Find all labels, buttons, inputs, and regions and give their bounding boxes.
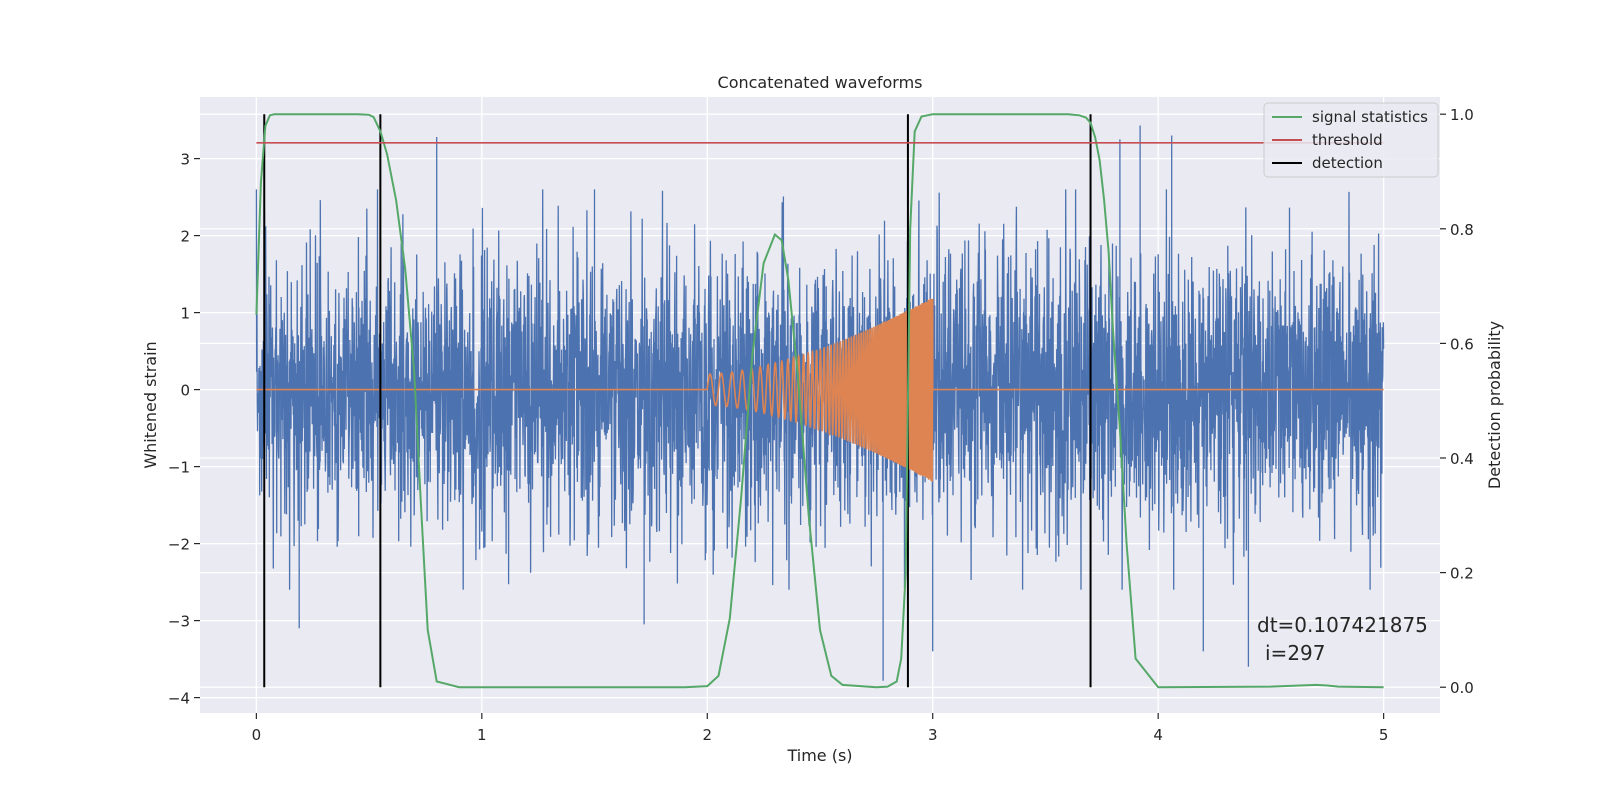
x-tick-label: 0 <box>252 726 262 744</box>
annotation-dt: dt=0.107421875 <box>1257 613 1428 637</box>
x-tick-label: 4 <box>1153 726 1163 744</box>
legend-box <box>1263 102 1439 178</box>
legend: signal statistics threshold detection <box>1263 102 1439 178</box>
y-axis: −4 −3 −2 −1 0 1 2 3 <box>168 151 200 708</box>
x-tick-label: 3 <box>928 726 938 744</box>
y-tick-label: −2 <box>168 536 190 554</box>
annotation-i: i=297 <box>1265 641 1326 665</box>
chart-title: Concatenated waveforms <box>718 73 923 92</box>
legend-label: signal statistics <box>1312 108 1428 126</box>
y-tick-label: 2 <box>180 228 190 246</box>
y2-axis-label: Detection probability <box>1485 321 1504 489</box>
injected-line <box>256 298 1384 482</box>
y2-tick-label: 0.2 <box>1450 565 1474 583</box>
y-tick-label: 1 <box>180 305 190 323</box>
y-tick-label: 3 <box>180 151 190 169</box>
signal-statistics-line <box>255 113 1384 689</box>
y2-tick-label: 0.4 <box>1450 450 1474 468</box>
y-tick-label: 0 <box>180 382 190 400</box>
x-axis-label: Time (s) <box>786 746 852 765</box>
strain-line <box>255 125 1385 681</box>
x-tick-label: 5 <box>1379 726 1389 744</box>
x-tick-label: 2 <box>702 726 712 744</box>
x-axis: 0 1 2 3 4 5 <box>252 713 1389 744</box>
y-tick-label: −1 <box>168 459 190 477</box>
y2-tick-label: 0.8 <box>1450 221 1474 239</box>
y2-tick-label: 0.0 <box>1450 679 1474 697</box>
y2-tick-label: 0.6 <box>1450 335 1474 353</box>
x-tick-label: 1 <box>477 726 487 744</box>
y-axis-label: Whitened strain <box>141 341 160 468</box>
y-tick-label: −3 <box>168 613 190 631</box>
y2-axis: 0.0 0.2 0.4 0.6 0.8 1.0 <box>1440 106 1474 697</box>
y-tick-label: −4 <box>168 690 190 708</box>
legend-label: threshold <box>1312 131 1383 149</box>
legend-label: detection <box>1312 154 1383 172</box>
y2-tick-label: 1.0 <box>1450 106 1474 124</box>
series <box>255 113 1385 689</box>
